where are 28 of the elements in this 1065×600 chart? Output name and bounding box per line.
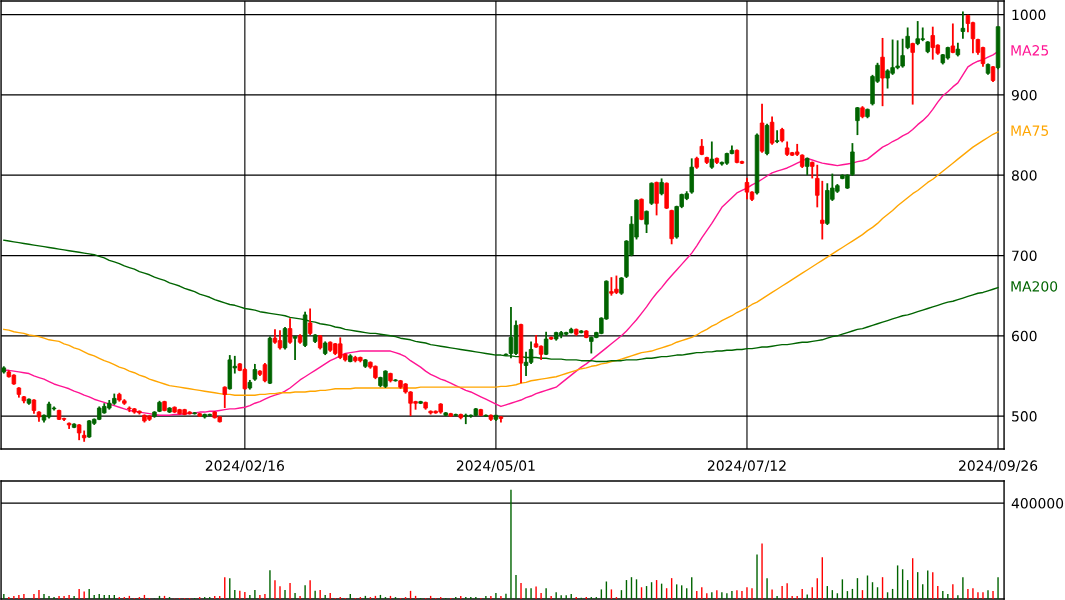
candlestick bbox=[579, 329, 584, 335]
y-tick-label: 400000 bbox=[1011, 498, 1064, 509]
x-tick-label: 2024/02/16 bbox=[205, 460, 284, 472]
x-tick-label: 2024/07/12 bbox=[707, 460, 786, 472]
candlestick bbox=[292, 334, 298, 361]
candlestick bbox=[66, 421, 72, 430]
x-tick-label: 2024/09/26 bbox=[959, 460, 1038, 472]
line-series bbox=[3, 131, 999, 396]
candlestick bbox=[855, 106, 860, 136]
y-tick-label: 700 bbox=[1012, 250, 1037, 261]
y-tick-label: 1000 bbox=[1012, 9, 1046, 21]
candlestick bbox=[850, 142, 855, 177]
y-tick-label: 900 bbox=[1011, 89, 1037, 101]
series-label: MA25 bbox=[1011, 45, 1049, 56]
candlestick bbox=[639, 197, 644, 222]
y-tick-label: 500 bbox=[1012, 411, 1037, 422]
candlestick bbox=[548, 335, 554, 341]
series-label: MA200 bbox=[1011, 281, 1058, 292]
candlestick bbox=[649, 181, 654, 206]
y-tick-label: 800 bbox=[1011, 170, 1037, 181]
candlestick bbox=[644, 209, 649, 234]
candlestick bbox=[498, 415, 504, 424]
line-series bbox=[3, 50, 999, 416]
candlestick bbox=[880, 37, 885, 108]
series-label: MA75 bbox=[1011, 125, 1049, 136]
y-tick-label: 600 bbox=[1011, 330, 1037, 342]
candlestick bbox=[654, 180, 659, 217]
x-tick-label: 2024/05/01 bbox=[456, 460, 535, 472]
